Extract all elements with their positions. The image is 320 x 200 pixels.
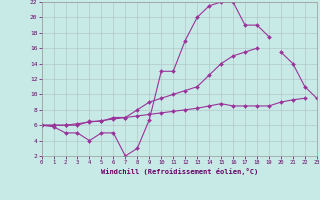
X-axis label: Windchill (Refroidissement éolien,°C): Windchill (Refroidissement éolien,°C) — [100, 168, 258, 175]
